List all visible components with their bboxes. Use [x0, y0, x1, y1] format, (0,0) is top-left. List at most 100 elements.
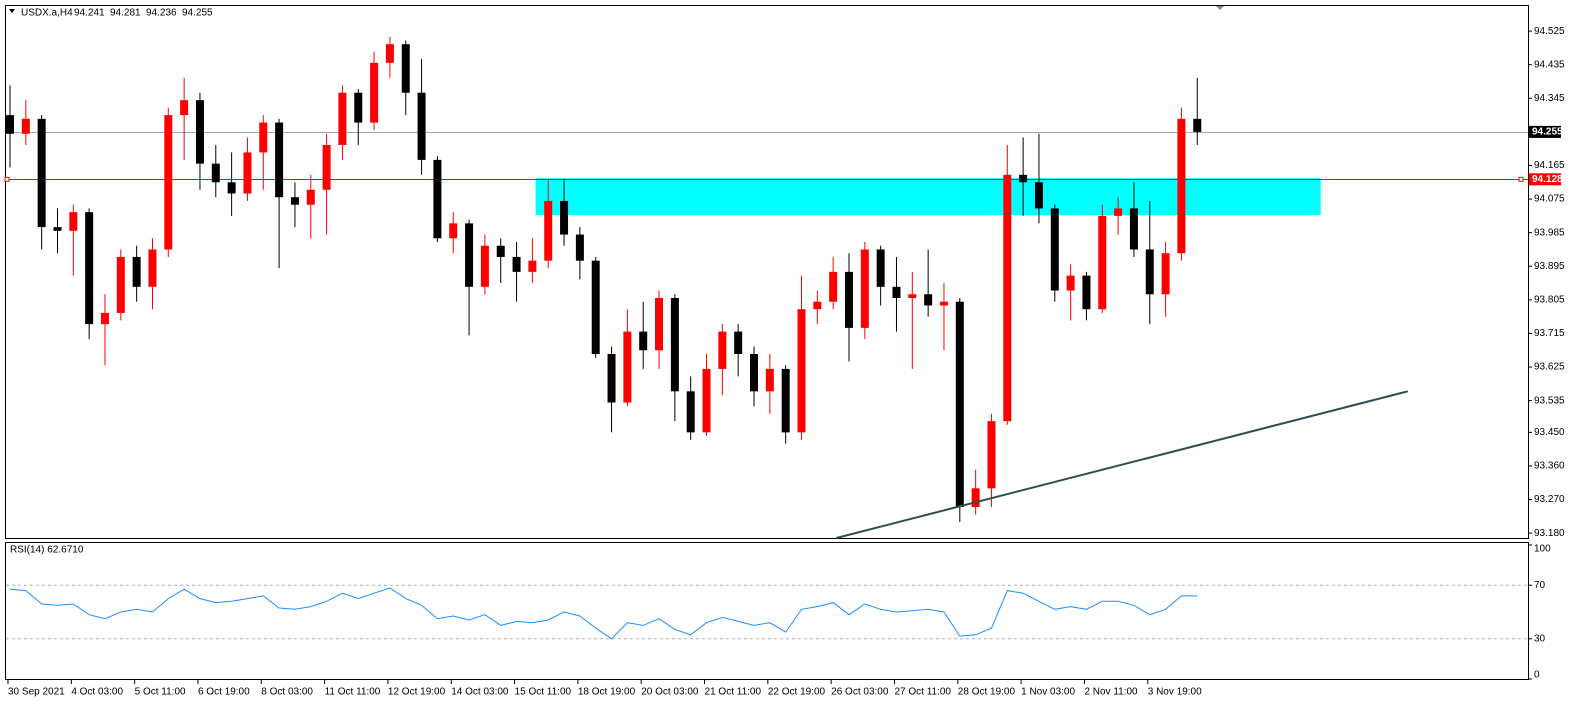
- candle-body: [1193, 118, 1202, 132]
- candle-body: [829, 271, 838, 302]
- candle-body: [1129, 208, 1138, 250]
- candle-body: [813, 301, 822, 310]
- y-tick-label: 93.625: [1534, 362, 1565, 373]
- candle-body: [385, 44, 394, 63]
- level-handle: [1518, 176, 1524, 182]
- x-tick-label: 1 Nov 03:00: [1021, 687, 1075, 698]
- candle-body: [116, 256, 125, 313]
- x-tick-label: 5 Oct 11:00: [135, 687, 186, 698]
- y-tick-label: 93.805: [1534, 295, 1565, 306]
- candle-body: [338, 92, 347, 145]
- candle-body: [908, 294, 917, 299]
- candle-body: [275, 122, 284, 198]
- y-tick-label: 94.435: [1534, 59, 1565, 70]
- candle-body: [354, 92, 363, 123]
- y-tick-label: 100: [1534, 544, 1551, 555]
- candle-body: [623, 331, 632, 403]
- candle-body: [322, 144, 331, 190]
- main-panel: [5, 5, 1529, 539]
- candle-body: [939, 301, 948, 306]
- candle-body: [1145, 249, 1154, 295]
- y-tick-label: 94.525: [1534, 26, 1565, 37]
- candle-body: [892, 286, 901, 299]
- header-close: 94.255: [182, 8, 213, 19]
- candle-body: [211, 163, 220, 183]
- candle-body: [180, 100, 189, 116]
- candle-body: [132, 256, 141, 287]
- candle-body: [433, 159, 442, 239]
- candle-body: [259, 122, 268, 153]
- y-tick-label: 94.345: [1534, 93, 1565, 104]
- price-chip-label: 94.128: [1532, 174, 1563, 185]
- rsi-title: RSI(14) 62.6710: [10, 545, 84, 556]
- candle-body: [860, 249, 869, 328]
- header-open: 94.241: [74, 8, 105, 19]
- y-tick-label: 93.360: [1534, 461, 1565, 472]
- candle-body: [1114, 208, 1123, 216]
- x-tick-label: 6 Oct 19:00: [198, 687, 250, 698]
- candle-body: [750, 353, 759, 392]
- candle-body: [987, 421, 996, 489]
- x-tick-label: 12 Oct 19:00: [388, 687, 446, 698]
- candle-body: [686, 391, 695, 433]
- candle-body: [718, 331, 727, 369]
- x-tick-label: 11 Oct 11:00: [325, 687, 381, 698]
- y-tick-label: 0: [1534, 670, 1540, 681]
- candle-body: [449, 223, 458, 239]
- header-high: 94.281: [110, 8, 141, 19]
- x-tick-label: 21 Oct 11:00: [705, 687, 762, 698]
- y-tick-label: 94.165: [1534, 160, 1565, 171]
- price-chip-label: 94.255: [1532, 127, 1563, 138]
- y-tick-label: 93.985: [1534, 227, 1565, 238]
- candle-body: [21, 118, 30, 134]
- x-tick-label: 20 Oct 03:00: [641, 687, 699, 698]
- x-tick-label: 4 Oct 03:00: [71, 687, 123, 698]
- candle-body: [1019, 174, 1028, 183]
- y-tick-label: 30: [1534, 633, 1546, 644]
- candle-body: [1082, 275, 1091, 310]
- candle-body: [955, 301, 964, 508]
- shift-marker[interactable]: [1216, 6, 1224, 10]
- header-low: 94.236: [146, 8, 177, 19]
- support-zone: [535, 178, 1321, 216]
- candle-body: [512, 256, 521, 272]
- candle-body: [734, 331, 743, 354]
- candle-body: [1098, 215, 1107, 310]
- candle-body: [53, 227, 62, 231]
- candle-body: [639, 331, 648, 351]
- candle-body: [37, 118, 46, 228]
- candle-body: [1050, 208, 1059, 291]
- x-tick-label: 15 Oct 11:00: [515, 687, 572, 698]
- y-tick-label: 70: [1534, 580, 1546, 591]
- candle-body: [607, 353, 616, 403]
- candle-body: [1003, 174, 1012, 422]
- price-chip: [1529, 125, 1561, 138]
- level-handle: [4, 176, 10, 182]
- x-tick-label: 2 Nov 11:00: [1084, 687, 1138, 698]
- candle-body: [655, 298, 664, 351]
- candle-body: [480, 245, 489, 287]
- candle-body: [670, 298, 679, 392]
- candle-body: [227, 182, 236, 194]
- y-tick-label: 94.075: [1534, 194, 1565, 205]
- y-tick-label: 93.270: [1534, 494, 1565, 505]
- candle-body: [797, 309, 806, 433]
- x-tick-label: 27 Oct 11:00: [894, 687, 951, 698]
- candle-body: [290, 197, 299, 205]
- rsi-panel: [5, 542, 1529, 680]
- collapse-arrow[interactable]: [9, 9, 15, 13]
- x-tick-label: 28 Oct 19:00: [958, 687, 1016, 698]
- candle-body: [971, 488, 980, 508]
- candle-body: [781, 368, 790, 433]
- candle-body: [765, 368, 774, 392]
- candle-body: [100, 312, 109, 325]
- y-tick-label: 93.535: [1534, 395, 1565, 406]
- y-tick-label: 93.180: [1534, 528, 1565, 539]
- x-tick-label: 22 Oct 19:00: [768, 687, 826, 698]
- candle-body: [575, 234, 584, 261]
- candle-body: [85, 212, 94, 325]
- x-tick-label: 18 Oct 19:00: [578, 687, 636, 698]
- x-tick-label: 26 Oct 03:00: [831, 687, 889, 698]
